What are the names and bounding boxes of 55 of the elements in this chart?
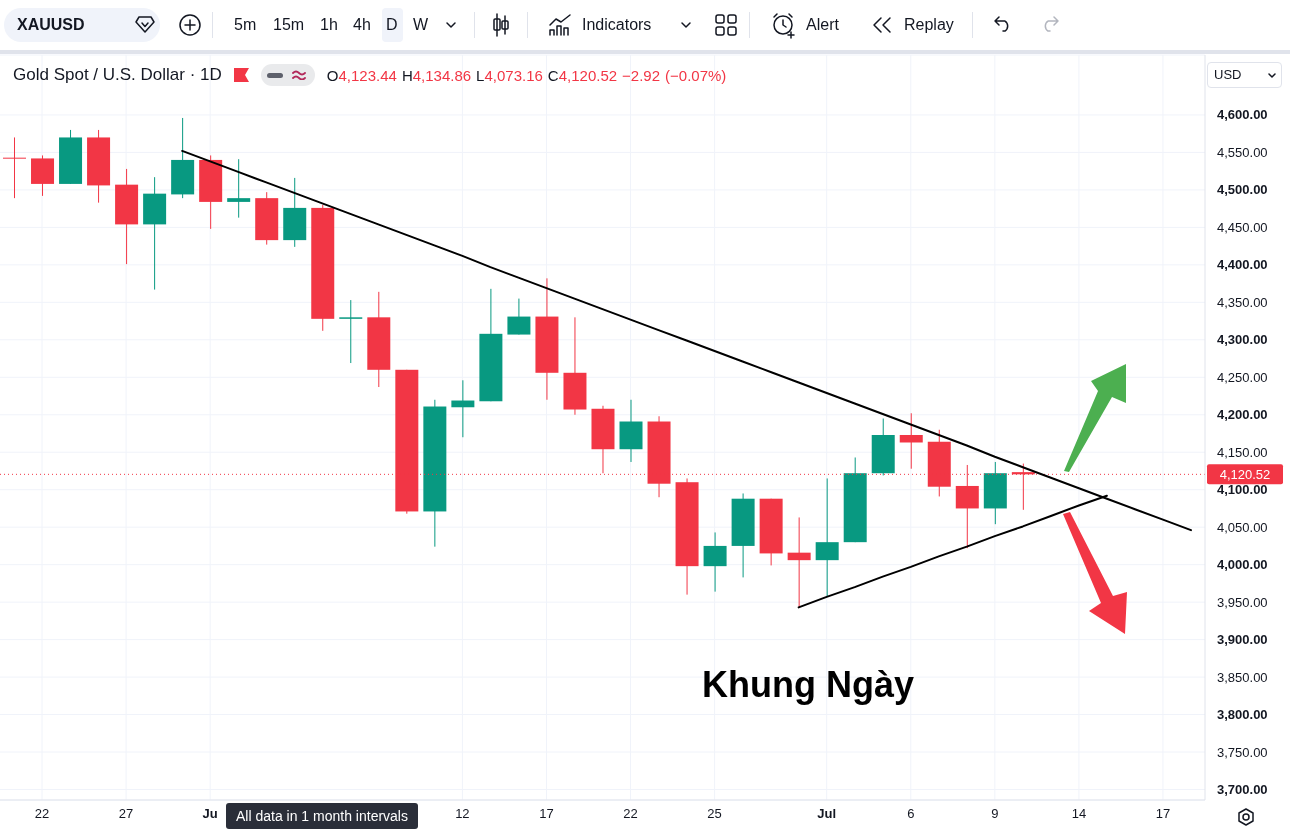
y-tick-label: 3,700.00 <box>1217 782 1268 798</box>
y-tick-label: 3,950.00 <box>1217 594 1268 610</box>
x-tick-label: 14 <box>1071 806 1087 821</box>
text: Replay <box>904 15 954 35</box>
x-tick-label: 22 <box>34 806 50 821</box>
y-tick-label: 3,800.00 <box>1217 707 1268 723</box>
dropdown-box: USD <box>1207 62 1282 88</box>
text: XAUUSD <box>17 15 85 35</box>
y-tick-label: 4,250.00 <box>1217 369 1268 385</box>
y-tick-label: 4,400.00 <box>1217 257 1268 273</box>
text: Alert <box>806 15 839 35</box>
text: O4,123.44 H4,134.86 L4,073.16 C4,120.52 −2.92 (−0.07%) <box>326 66 727 84</box>
text: Gold Spot / U.S. Dollar · 1D <box>13 65 222 85</box>
y-tick-label: 4,200.00 <box>1217 407 1268 423</box>
text: W <box>413 15 429 35</box>
candlestick <box>899 412 923 470</box>
candlestick <box>227 158 251 219</box>
candlestick <box>703 531 727 593</box>
x-tick-label: Jul <box>817 806 837 821</box>
text: Indicators <box>582 15 652 35</box>
x-tick-label: 9 <box>991 806 999 821</box>
x-tick-label: 25 <box>707 806 722 821</box>
y-tick-label: 4,350.00 <box>1217 294 1268 310</box>
text: 5m <box>234 15 257 35</box>
y-tick-label: 3,900.00 <box>1217 632 1268 648</box>
candlestick <box>815 477 839 597</box>
annotation: Khung Ngày <box>702 664 914 706</box>
candlestick <box>3 136 26 199</box>
y-tick-label: 4,500.00 <box>1217 182 1268 198</box>
y-tick-label: 4,100.00 <box>1217 482 1268 498</box>
candlestick <box>507 298 531 336</box>
text: 4h <box>353 15 371 35</box>
x-tick-label: 22 <box>623 806 638 821</box>
y-tick-label: 4,300.00 <box>1217 332 1268 348</box>
x-tick-label: 17 <box>539 806 554 821</box>
x-tick-label: 6 <box>907 806 915 821</box>
text: D <box>386 15 398 35</box>
x-tick-label: 17 <box>1155 806 1171 821</box>
y-tick-label: 4,450.00 <box>1217 219 1268 235</box>
text: 1h <box>320 15 338 35</box>
y-tick-label: 4,550.00 <box>1217 144 1268 160</box>
y-tick-label: 4,150.00 <box>1217 444 1268 460</box>
x-tick-label: Ju <box>202 806 218 821</box>
y-tick-label: 4,000.00 <box>1217 557 1268 573</box>
y-tick-label: 3,750.00 <box>1217 744 1268 760</box>
x-tick-label: 27 <box>118 806 134 821</box>
text: 15m <box>273 15 305 35</box>
candlestick <box>787 516 811 608</box>
y-tick-label: 4,600.00 <box>1217 107 1268 123</box>
candlestick <box>339 299 363 364</box>
ref-line-label: 4,120.52 <box>1219 466 1271 482</box>
y-tick-label: 3,850.00 <box>1217 669 1268 685</box>
x-tick-label: 12 <box>455 806 470 821</box>
tooltip: All data in 1 month intervals <box>226 803 418 829</box>
y-tick-label: 4,050.00 <box>1217 519 1268 535</box>
